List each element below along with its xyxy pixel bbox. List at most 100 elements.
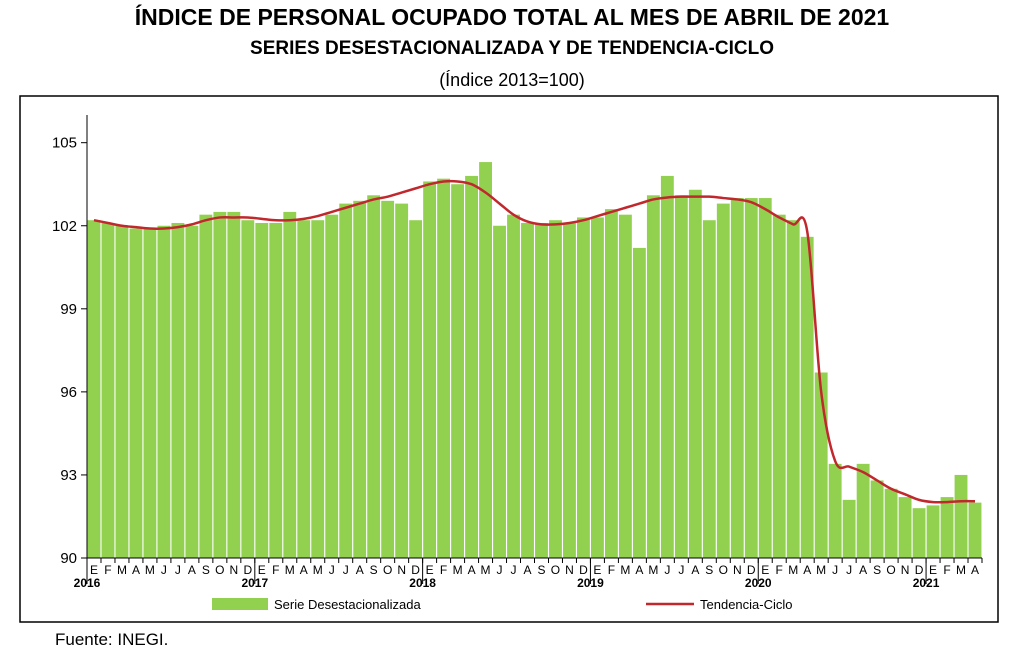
year-label: 2021 <box>913 576 940 590</box>
x-tick-label: E <box>761 563 769 577</box>
x-tick-label: E <box>90 563 98 577</box>
bar <box>968 502 982 558</box>
bar <box>926 505 940 558</box>
x-tick-label: J <box>329 563 335 577</box>
x-tick-label: M <box>816 563 826 577</box>
bar <box>241 220 255 558</box>
bar <box>674 195 688 558</box>
bar <box>465 175 479 558</box>
bar <box>493 225 506 558</box>
x-tick-label: M <box>117 563 127 577</box>
bar <box>87 220 101 558</box>
y-tick-label: 93 <box>60 467 77 484</box>
x-tick-label: D <box>579 563 588 577</box>
x-tick-label: A <box>524 563 532 577</box>
bar <box>856 463 870 558</box>
x-tick-label: F <box>608 563 615 577</box>
bar <box>423 181 437 558</box>
bar <box>115 225 129 558</box>
bar <box>157 225 171 558</box>
bar <box>199 214 213 559</box>
bar <box>269 222 283 558</box>
x-tick-label: N <box>901 563 910 577</box>
bar <box>283 211 297 558</box>
bar <box>590 217 604 558</box>
x-tick-label: O <box>886 563 895 577</box>
x-tick-label: J <box>175 563 181 577</box>
bar <box>143 228 157 559</box>
x-tick-label: M <box>453 563 463 577</box>
bar <box>800 236 814 558</box>
bar <box>716 203 730 558</box>
x-tick-label: M <box>620 563 630 577</box>
bar <box>912 508 926 558</box>
bar <box>297 220 311 558</box>
y-tick-label: 96 <box>60 384 77 401</box>
x-tick-label: J <box>343 563 349 577</box>
bar <box>437 178 451 558</box>
x-tick-label: F <box>776 563 783 577</box>
x-tick-label: O <box>383 563 392 577</box>
x-tick-label: O <box>215 563 224 577</box>
x-tick-label: O <box>551 563 560 577</box>
x-tick-label: E <box>929 563 937 577</box>
x-tick-label: N <box>230 563 239 577</box>
bar <box>479 162 492 558</box>
x-tick-label: A <box>356 563 364 577</box>
bar <box>325 214 339 559</box>
legend-label-trend: Tendencia-Ciclo <box>700 597 793 612</box>
bar <box>688 189 702 558</box>
bar <box>660 175 674 558</box>
x-tick-label: A <box>803 563 811 577</box>
x-tick-label: A <box>859 563 867 577</box>
chart-unit: (Índice 2013=100) <box>439 70 585 90</box>
legend-label-bars: Serie Desestacionalizada <box>274 597 421 612</box>
x-tick-label: M <box>481 563 491 577</box>
x-tick-label: J <box>161 563 167 577</box>
x-tick-label: F <box>104 563 111 577</box>
bar <box>409 220 423 558</box>
y-tick-label: 102 <box>52 218 77 235</box>
x-tick-label: D <box>411 563 420 577</box>
x-tick-label: J <box>846 563 852 577</box>
x-tick-label: J <box>511 563 517 577</box>
x-tick-label: A <box>691 563 699 577</box>
legend: Serie Desestacionalizada Tendencia-Ciclo <box>212 597 793 612</box>
bar <box>339 203 353 558</box>
x-tick-label: D <box>747 563 756 577</box>
bar <box>549 220 562 558</box>
year-label: 2017 <box>241 576 268 590</box>
bar <box>940 497 954 558</box>
bar <box>535 222 548 558</box>
x-tick-label: F <box>272 563 279 577</box>
x-tick-label: M <box>145 563 155 577</box>
year-label: 2016 <box>74 576 101 590</box>
x-tick-label: N <box>397 563 406 577</box>
bar <box>227 211 241 558</box>
chart-frame <box>19 95 999 623</box>
bar <box>577 217 590 558</box>
x-tick-label: F <box>440 563 447 577</box>
bar <box>353 200 367 559</box>
x-tick-label: J <box>664 563 670 577</box>
x-tick-label: F <box>943 563 950 577</box>
x-tick-label: N <box>565 563 574 577</box>
bar <box>618 214 632 559</box>
bar <box>213 211 227 558</box>
y-tick-label: 105 <box>52 135 77 152</box>
x-tick-label: A <box>132 563 140 577</box>
x-tick-label: S <box>370 563 378 577</box>
x-tick-label: S <box>873 563 881 577</box>
x-tick-label: A <box>971 563 979 577</box>
x-tick-label: J <box>678 563 684 577</box>
y-axis: 90 93 96 99 102 105 <box>52 115 88 567</box>
bar <box>884 488 898 558</box>
bar <box>185 225 199 558</box>
bar <box>842 499 856 558</box>
bar <box>758 198 772 558</box>
x-tick-label: S <box>537 563 545 577</box>
bar <box>311 220 325 558</box>
bar <box>786 220 800 558</box>
bar <box>367 195 381 558</box>
